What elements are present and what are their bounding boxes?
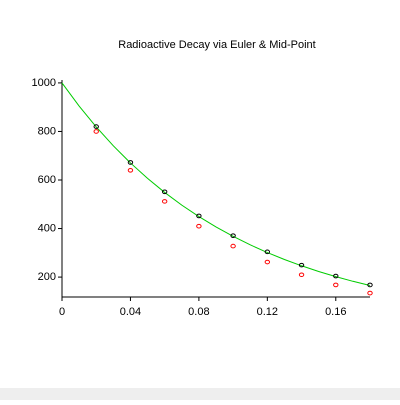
data-point: [161, 189, 168, 195]
x-tick-label: 0.16: [325, 306, 346, 318]
x-tick-label: 0.04: [120, 306, 141, 318]
data-point: [333, 273, 339, 279]
x-tick-label: 0.08: [188, 306, 209, 318]
data-point: [230, 243, 236, 249]
data-point: [298, 272, 305, 278]
data-point: [93, 129, 99, 134]
data-point: [196, 213, 202, 219]
y-tick-label: 800: [38, 125, 56, 137]
data-point: [264, 249, 271, 255]
decay-curve: [61, 82, 371, 287]
data-point: [367, 282, 373, 288]
data-point: [298, 262, 305, 268]
data-point: [333, 282, 339, 288]
data-point: [367, 290, 373, 296]
y-tick-label: 400: [38, 222, 56, 234]
x-tick-label: 0: [59, 306, 65, 318]
y-tick-label: 600: [38, 174, 56, 186]
data-point: [264, 259, 271, 265]
chart-title: Radioactive Decay via Euler & Mid-Point: [118, 39, 315, 51]
y-tick-label: 200: [38, 271, 56, 283]
y-tick-label: 1000: [32, 77, 56, 89]
data-point: [196, 223, 202, 229]
data-point: [230, 233, 236, 238]
status-bar: [0, 388, 400, 400]
data-point: [127, 160, 134, 165]
data-point: [127, 167, 134, 173]
x-tick-label: 0.12: [257, 306, 278, 318]
data-point: [161, 199, 168, 204]
data-point: [93, 124, 99, 129]
